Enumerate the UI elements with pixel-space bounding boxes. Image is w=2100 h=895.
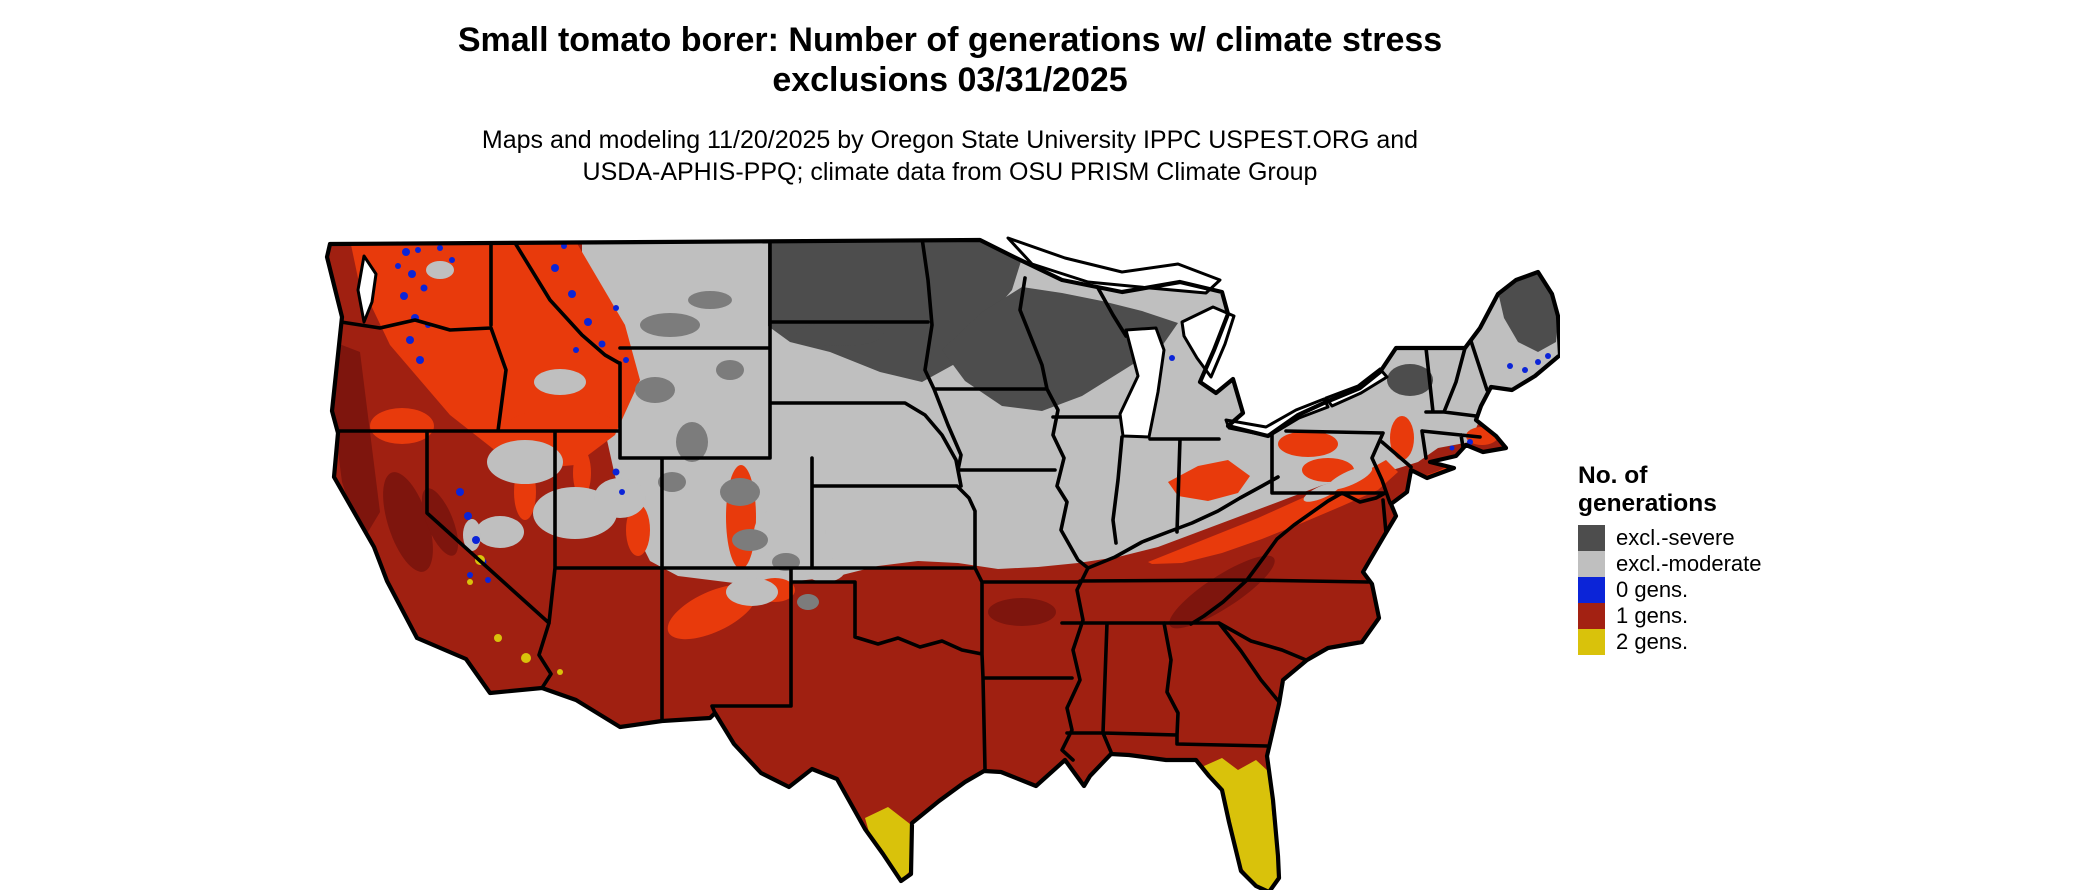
legend-item-excl-moderate: excl.-moderate (1578, 551, 1762, 577)
title-line-2: exclusions 03/31/2025 (772, 61, 1128, 99)
legend-swatch-0-gens (1578, 577, 1605, 603)
layer-excl-severe-soft (635, 291, 819, 610)
subtitle-line-1: Maps and modeling 11/20/2025 by Oregon S… (481, 126, 1419, 154)
lake-huron (1180, 305, 1236, 379)
legend-item-excl-severe: excl.-severe (1578, 525, 1762, 551)
state-borders (335, 240, 1489, 771)
legend-label: excl.-moderate (1616, 551, 1762, 576)
subtitle-line-2: USDA-APHIS-PPQ; climate data from OSU PR… (582, 158, 1318, 186)
page-subtitle: Maps and modeling 11/20/2025 by Oregon S… (320, 124, 1580, 188)
legend-title-line-1: No. of (1578, 462, 1648, 489)
legend-label: excl.-severe (1616, 525, 1735, 550)
lake-superior (1006, 236, 1222, 295)
legend-title: No. of generations (1578, 462, 1762, 518)
legend-item-2-gens: 2 gens. (1578, 629, 1762, 655)
map-header: Small tomato borer: Number of generation… (320, 20, 1580, 188)
layer-1gens-deep (333, 342, 1275, 629)
map-legend: No. of generations excl.-severe excl.-mo… (1578, 462, 1762, 655)
us-generations-map (324, 236, 1563, 895)
legend-swatch-1-gens (1578, 603, 1605, 629)
legend-item-0-gens: 0 gens. (1578, 577, 1762, 603)
legend-swatch-excl-severe (1578, 525, 1605, 551)
legend-item-1-gens: 1 gens. (1578, 603, 1762, 629)
page-title: Small tomato borer: Number of generation… (320, 20, 1580, 100)
legend-label: 0 gens. (1616, 577, 1689, 602)
conus-outline (324, 237, 1563, 895)
puget-sound (356, 254, 378, 324)
legend-swatch-excl-moderate (1578, 551, 1605, 577)
title-line-1: Small tomato borer: Number of generation… (457, 21, 1443, 59)
legend-swatch-2-gens (1578, 629, 1605, 655)
layer-excl-severe (768, 240, 1558, 411)
legend-label: 1 gens. (1616, 603, 1689, 628)
legend-title-line-2: generations (1578, 490, 1717, 517)
map-container (320, 230, 1563, 895)
legend-label: 2 gens. (1616, 629, 1689, 654)
lake-michigan (1118, 326, 1166, 439)
